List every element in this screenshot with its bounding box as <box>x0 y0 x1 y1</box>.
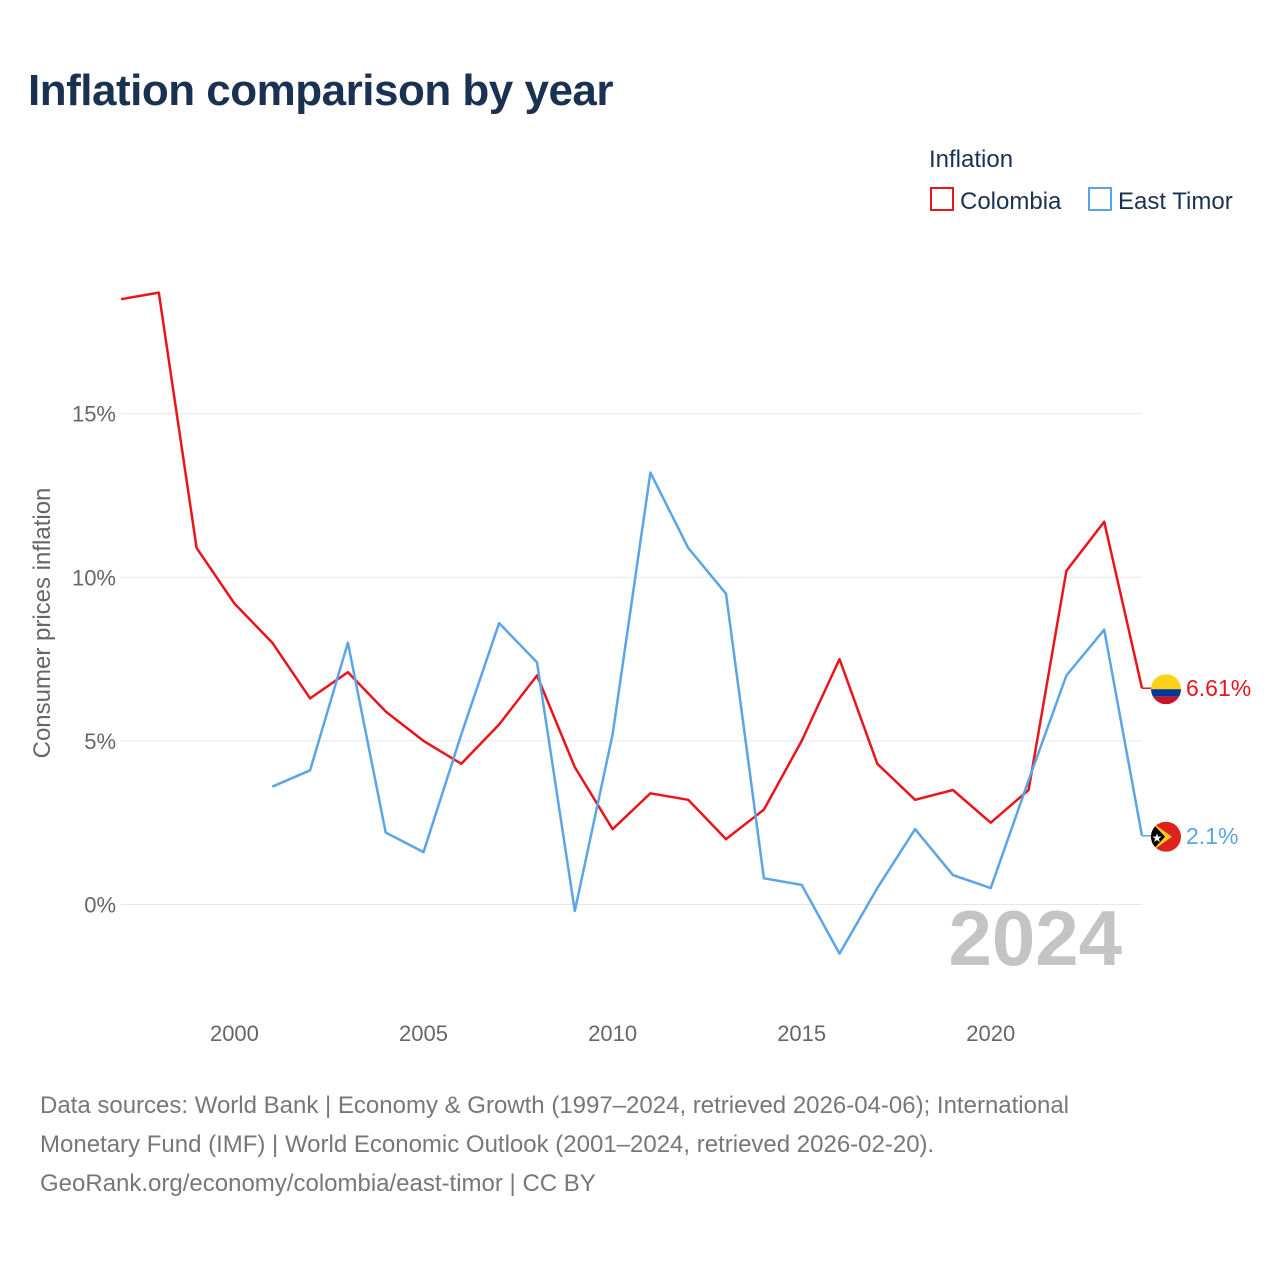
svg-text:★: ★ <box>1152 831 1163 845</box>
end-labels: 6.61% ★ 2.1% <box>1142 674 1251 852</box>
x-tick-label: 2010 <box>588 1021 637 1046</box>
x-tick-label: 2020 <box>966 1021 1015 1046</box>
legend-label-east-timor: East Timor <box>1118 188 1233 215</box>
footer-line-1: Data sources: World Bank | Economy & Gro… <box>40 1092 1070 1119</box>
y-axis-ticks: 0% 5% 10% 15% <box>72 402 116 918</box>
footer-line-2: Monetary Fund (IMF) | World Economic Out… <box>40 1131 935 1158</box>
legend: Inflation Colombia East Timor <box>929 146 1233 215</box>
legend-swatch-colombia <box>930 187 954 211</box>
legend-title: Inflation <box>929 146 1013 173</box>
legend-item-colombia[interactable]: Colombia <box>930 187 1062 215</box>
end-label-colombia: 6.61% <box>1186 675 1251 701</box>
series-line-colombia[interactable] <box>120 291 1144 841</box>
end-label-east-timor: 2.1% <box>1186 823 1238 849</box>
y-tick-label: 5% <box>84 729 116 754</box>
y-tick-label: 0% <box>84 893 116 918</box>
y-axis-label: Consumer prices inflation <box>29 488 56 759</box>
legend-label-colombia: Colombia <box>960 188 1062 215</box>
footer-line-3: GeoRank.org/economy/colombia/east-timor … <box>40 1170 596 1197</box>
colombia-flag-icon <box>1151 674 1181 705</box>
legend-item-east-timor[interactable]: East Timor <box>1088 187 1233 215</box>
legend-swatch-east-timor <box>1088 187 1112 211</box>
gridlines <box>121 413 1142 905</box>
series-lines <box>120 291 1144 955</box>
footer-sources: Data sources: World Bank | Economy & Gro… <box>40 1086 1240 1203</box>
y-tick-label: 15% <box>72 402 116 427</box>
x-tick-label: 2005 <box>399 1021 448 1046</box>
x-tick-label: 2015 <box>777 1021 826 1046</box>
x-axis-ticks: 2000 2005 2010 2015 2020 <box>210 1021 1015 1046</box>
line-chart: 0% 5% 10% 15% 2000 2005 2010 2015 2020 Consumer… <box>29 146 1251 1046</box>
series-line-east-timor[interactable] <box>271 471 1144 955</box>
year-watermark: 2024 <box>948 894 1122 982</box>
east-timor-flag-icon: ★ <box>1151 821 1181 852</box>
y-tick-label: 10% <box>72 565 116 590</box>
x-tick-label: 2000 <box>210 1021 259 1046</box>
chart-title: Inflation comparison by year <box>28 66 614 115</box>
